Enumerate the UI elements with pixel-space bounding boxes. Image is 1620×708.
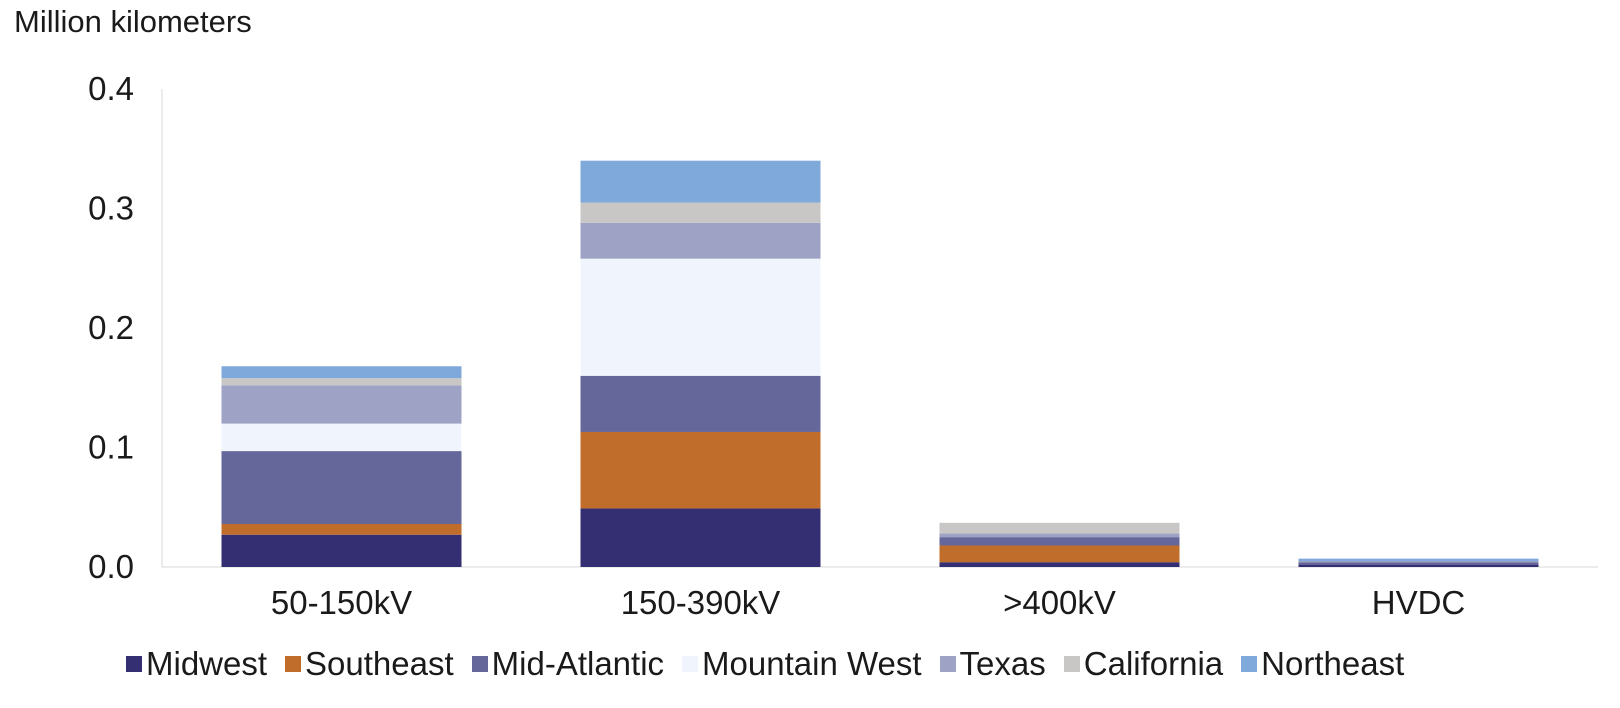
bar-segment <box>221 385 462 424</box>
stacked-bar-chart: 0.0 0.1 0.2 0.3 0.4 50-150kV 150-390kV >400kV HV… <box>88 70 1598 621</box>
bar-segment <box>1298 558 1539 562</box>
x-tick-label: >400kV <box>1003 584 1116 621</box>
x-tick-label: HVDC <box>1372 584 1466 621</box>
bar-segment <box>580 431 821 509</box>
legend-swatch <box>1241 656 1258 672</box>
y-tick-label: 0.0 <box>88 548 134 585</box>
bar-segment <box>580 508 821 567</box>
bar-segment <box>580 258 821 376</box>
legend-label: Mountain West <box>702 645 922 682</box>
x-tick-label: 50-150kV <box>271 584 412 621</box>
legend-label: Northeast <box>1261 645 1405 682</box>
legend-swatch <box>682 656 699 672</box>
bar-segment <box>221 366 462 379</box>
y-axis-unit-label: Million kilometers <box>14 4 252 39</box>
legend-item: Mid-Atlantic <box>471 645 665 683</box>
y-tick-label: 0.3 <box>88 190 134 227</box>
y-tick-label: 0.4 <box>88 70 134 107</box>
bar-segment <box>221 451 462 524</box>
bar-segment <box>221 423 462 452</box>
bar-segment <box>580 375 821 432</box>
bar-segment <box>221 534 462 567</box>
x-tick-label: 150-390kV <box>621 584 781 621</box>
bar-segment <box>939 562 1180 567</box>
legend-label: Southeast <box>305 645 454 682</box>
bar-segment <box>1298 562 1539 565</box>
legend-item: Northeast <box>1241 645 1404 683</box>
bar-segment <box>580 222 821 259</box>
legend-item: Mountain West <box>682 645 922 683</box>
bar-segment <box>221 378 462 386</box>
legend-swatch <box>471 656 488 672</box>
bar-segment <box>580 202 821 223</box>
y-tick-label: 0.1 <box>88 429 134 466</box>
bar-segment <box>221 523 462 535</box>
legend-label: Midwest <box>146 645 268 682</box>
bar-segment <box>1298 564 1539 567</box>
legend-label: California <box>1083 645 1224 682</box>
bar-segment <box>580 160 821 203</box>
bar-segment <box>1298 561 1539 563</box>
legend-label: Mid-Atlantic <box>491 645 665 682</box>
chart-legend: Midwest Southeast Mid-Atlantic Mountain Wes… <box>126 645 1610 683</box>
legend-swatch <box>285 656 302 672</box>
legend-item: Southeast <box>285 645 454 683</box>
legend-label: Texas <box>959 645 1046 682</box>
legend-swatch <box>1063 656 1080 672</box>
bar-segment <box>939 533 1180 538</box>
y-tick-label: 0.2 <box>88 309 134 346</box>
bar-segment <box>939 522 1180 534</box>
legend-swatch <box>939 656 956 672</box>
legend-item: Midwest <box>126 645 267 683</box>
bar-segment <box>939 537 1180 546</box>
legend-item: California <box>1063 645 1224 683</box>
legend-item: Texas <box>939 645 1046 683</box>
legend-swatch <box>126 656 142 672</box>
bar-segment <box>939 545 1180 563</box>
